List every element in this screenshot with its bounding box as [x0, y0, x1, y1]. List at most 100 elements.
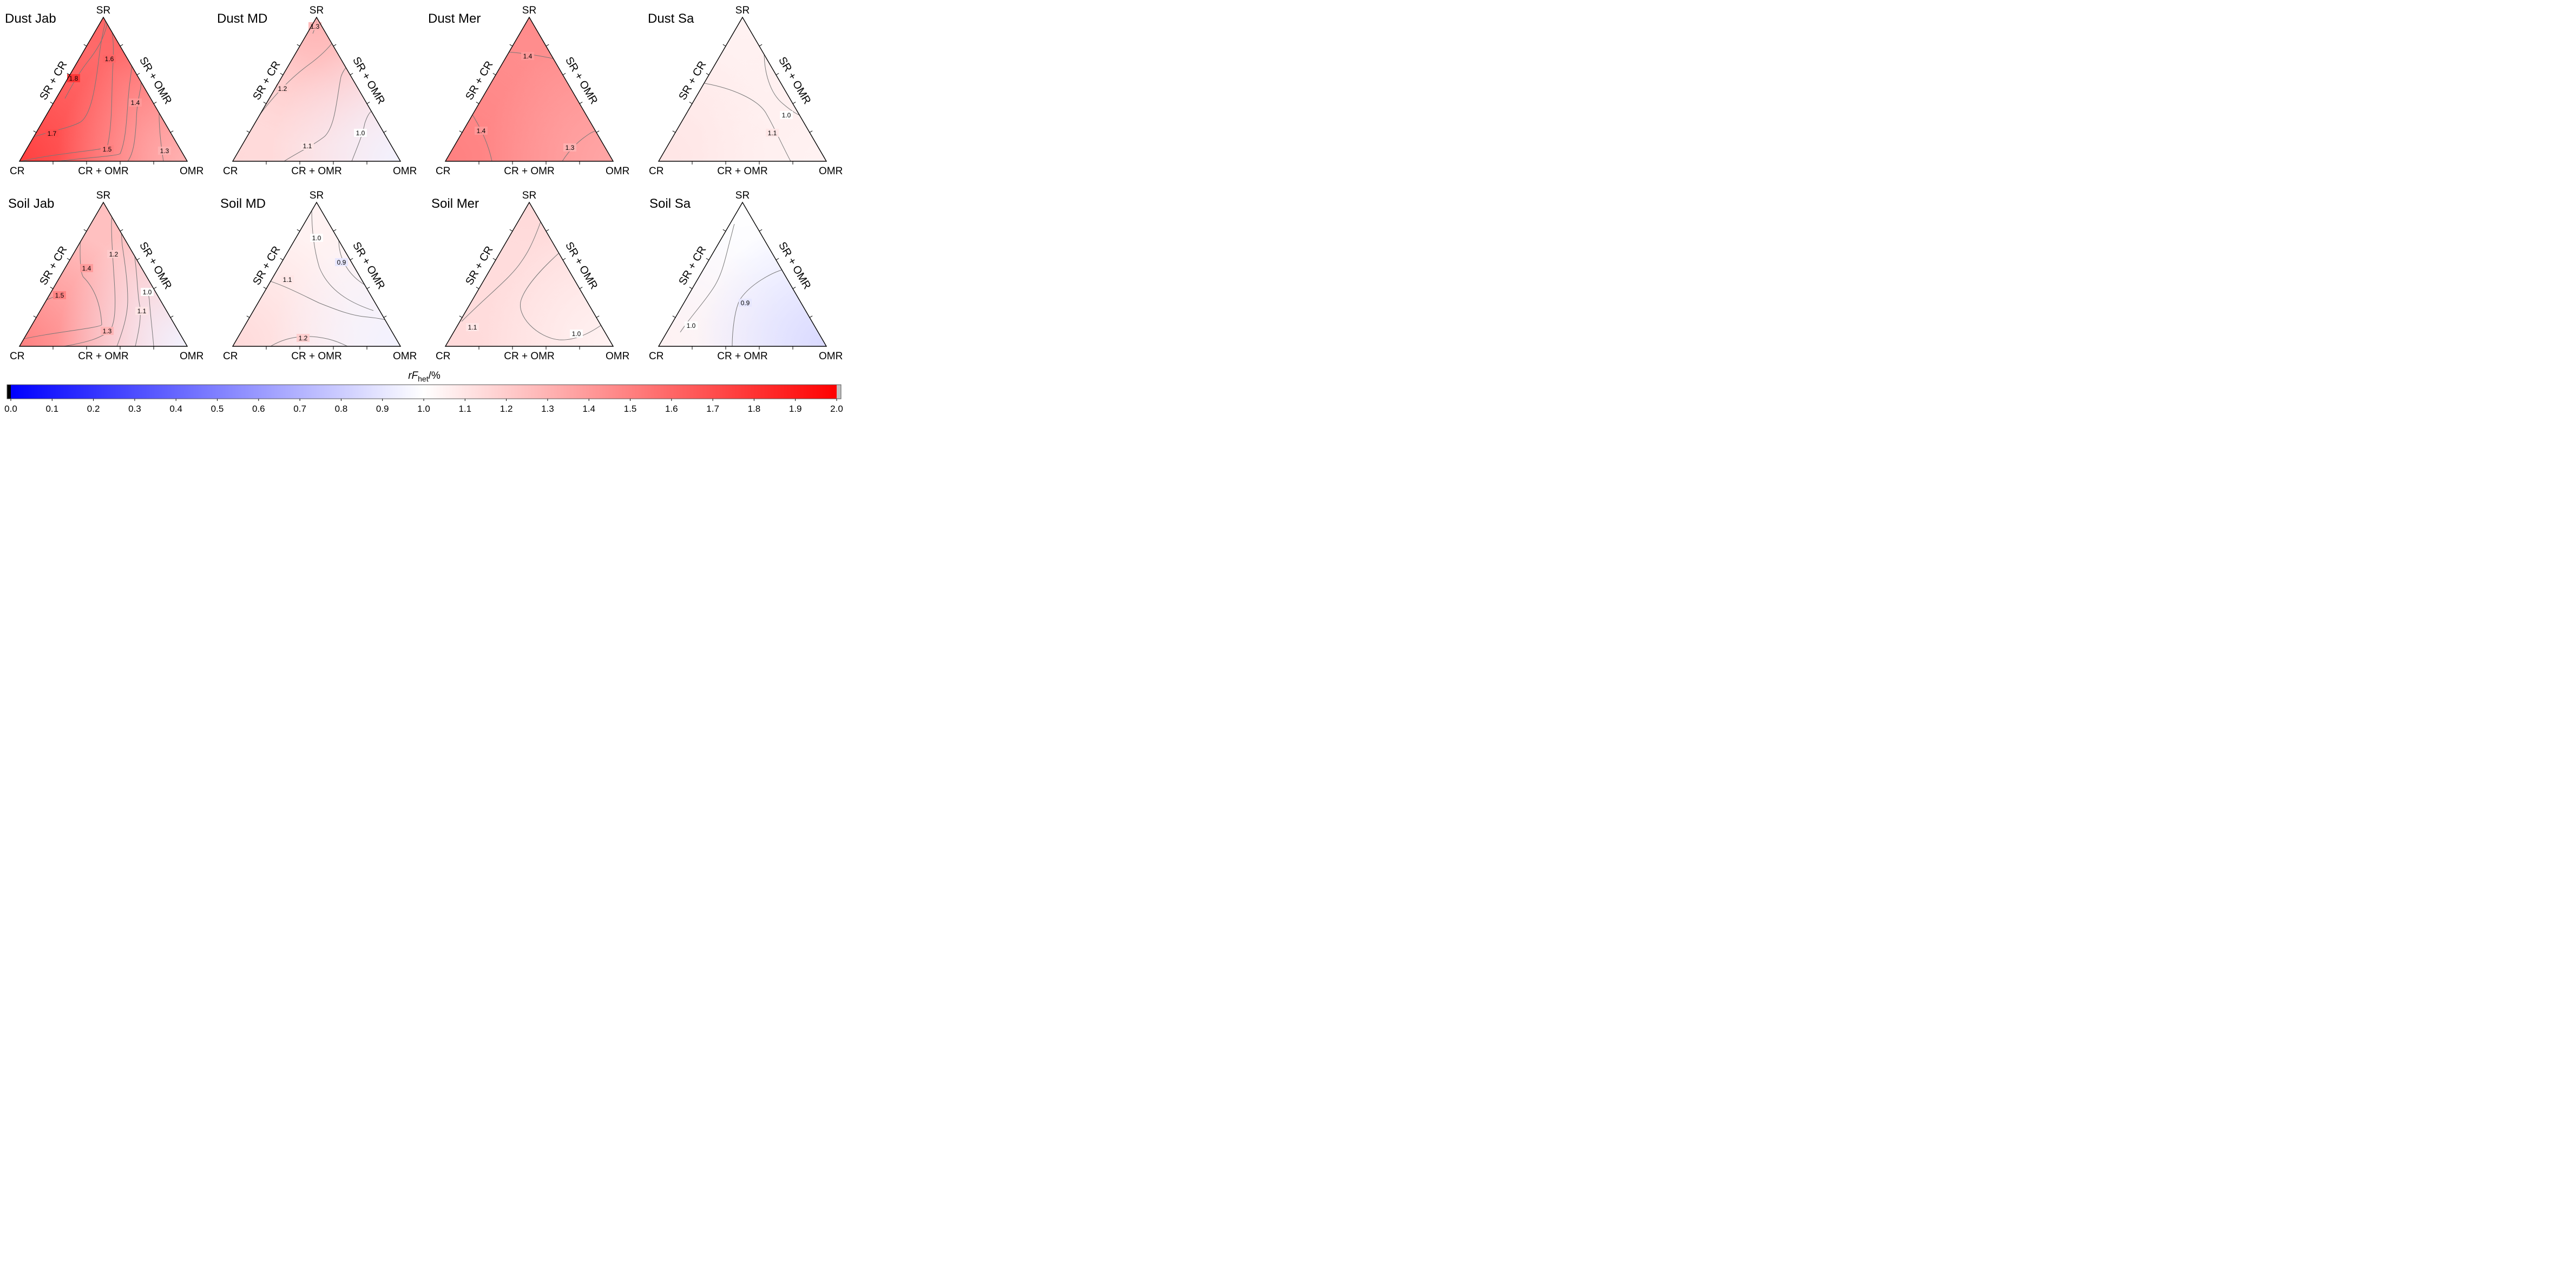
- contour-label-bg: [45, 129, 58, 137]
- axis-tick: [120, 44, 123, 47]
- axis-tick: [562, 73, 566, 75]
- contour-label: 1.3: [103, 327, 112, 335]
- axis-tick: [246, 130, 250, 133]
- contour-label-bg: [107, 250, 120, 258]
- axis-tick: [509, 229, 513, 232]
- triangle-axes: [18, 16, 188, 162]
- colorbar-tick-label: 0.8: [335, 404, 348, 414]
- axis-tick: [67, 258, 70, 260]
- axis-tick: [350, 73, 353, 75]
- vertex-label-right: OMR: [819, 166, 843, 177]
- axis-tick: [153, 102, 157, 104]
- contour-line: [21, 33, 114, 161]
- panel-title: Dust Sa: [648, 11, 694, 26]
- axis-tick: [722, 44, 726, 47]
- contour-label: 1.5: [103, 146, 112, 153]
- contour-label: 1.2: [109, 251, 119, 258]
- axis-tick: [596, 315, 600, 318]
- axis-tick: [759, 44, 763, 47]
- contour-label: 1.0: [356, 129, 365, 137]
- vertex-label-left: CR: [649, 166, 663, 177]
- contour-label: 1.0: [572, 330, 581, 338]
- vertex-label-top: SR: [735, 190, 750, 201]
- contour-label: 1.8: [69, 75, 78, 82]
- triangle-axes: [232, 16, 402, 162]
- colorbar-tick-label: 1.7: [706, 404, 719, 414]
- contour-line: [562, 130, 596, 161]
- edge-label-bottom: CR + OMR: [291, 166, 341, 177]
- contour-label-bg: [739, 299, 752, 307]
- axis-tick: [120, 229, 123, 232]
- colorbar-title-main: rF: [408, 370, 418, 381]
- axis-tick: [333, 229, 337, 232]
- contour-line: [472, 114, 492, 161]
- edge-label-bottom: CR + OMR: [504, 166, 554, 177]
- axis-tick: [809, 315, 813, 318]
- colorbar-tick-label: 1.0: [417, 404, 430, 414]
- triangle-axes: [444, 201, 614, 347]
- axis-tick: [546, 44, 549, 47]
- contour-line: [351, 110, 373, 161]
- contour-line: [704, 83, 791, 161]
- axis-tick: [596, 130, 600, 133]
- vertex-label-top: SR: [310, 190, 324, 201]
- edge-label-bottom: CR + OMR: [78, 166, 128, 177]
- colorbar-tick-label: 0.9: [376, 404, 389, 414]
- axis-tick: [706, 73, 709, 75]
- colorbar-tick-label: 1.6: [665, 404, 678, 414]
- axis-tick: [689, 287, 693, 289]
- contour-label-bg: [129, 98, 142, 107]
- contour-label: 1.2: [278, 85, 287, 93]
- contour-line: [764, 51, 805, 117]
- vertex-label-top: SR: [96, 5, 110, 16]
- axis-tick: [792, 102, 796, 104]
- vertex-label-top: SR: [310, 5, 324, 16]
- panel-title: Dust Mer: [428, 11, 481, 26]
- colorbar-gradient: [11, 385, 837, 399]
- axis-tick: [136, 73, 140, 75]
- contour-label: 1.2: [299, 334, 308, 342]
- colorbar-tick-label: 0.2: [87, 404, 100, 414]
- triangle-axes: [232, 201, 402, 347]
- contour-label-bg: [141, 288, 154, 296]
- axis-tick: [759, 229, 763, 232]
- contour-label-bg: [53, 291, 66, 299]
- axis-tick: [333, 44, 337, 47]
- contour-label-bg: [780, 111, 793, 119]
- contour-label: 1.0: [312, 234, 321, 242]
- contour-label: 1.4: [131, 99, 140, 107]
- vertex-label-top: SR: [522, 190, 536, 201]
- contour-line: [63, 212, 116, 346]
- contour-label: 1.1: [768, 129, 777, 137]
- contour-label: 1.3: [566, 144, 575, 152]
- axis-tick: [383, 130, 387, 133]
- vertex-label-left: CR: [223, 351, 238, 362]
- contour-label-bg: [158, 147, 171, 155]
- axis-tick: [297, 44, 300, 47]
- contour-label-bg: [101, 327, 114, 335]
- contour-label: 1.3: [311, 23, 320, 30]
- contour-label-bg: [310, 234, 323, 242]
- vertex-label-right: OMR: [180, 166, 203, 177]
- panel-title: Soil Mer: [431, 196, 479, 211]
- axis-tick: [83, 44, 87, 47]
- axis-tick: [722, 229, 726, 232]
- axis-tick: [672, 315, 676, 318]
- vertex-label-top: SR: [735, 5, 750, 16]
- contour-label-bg: [521, 52, 534, 60]
- contour-line: [311, 208, 374, 311]
- axis-tick: [579, 102, 583, 104]
- contour-label: 1.0: [687, 322, 696, 330]
- vertex-label-left: CR: [10, 166, 24, 177]
- panel-title: Soil Sa: [649, 196, 691, 211]
- axis-tick: [263, 287, 267, 289]
- vertex-label-right: OMR: [393, 166, 417, 177]
- contour-label: 1.4: [477, 127, 486, 135]
- colorbar-tick-label: 0.4: [169, 404, 182, 414]
